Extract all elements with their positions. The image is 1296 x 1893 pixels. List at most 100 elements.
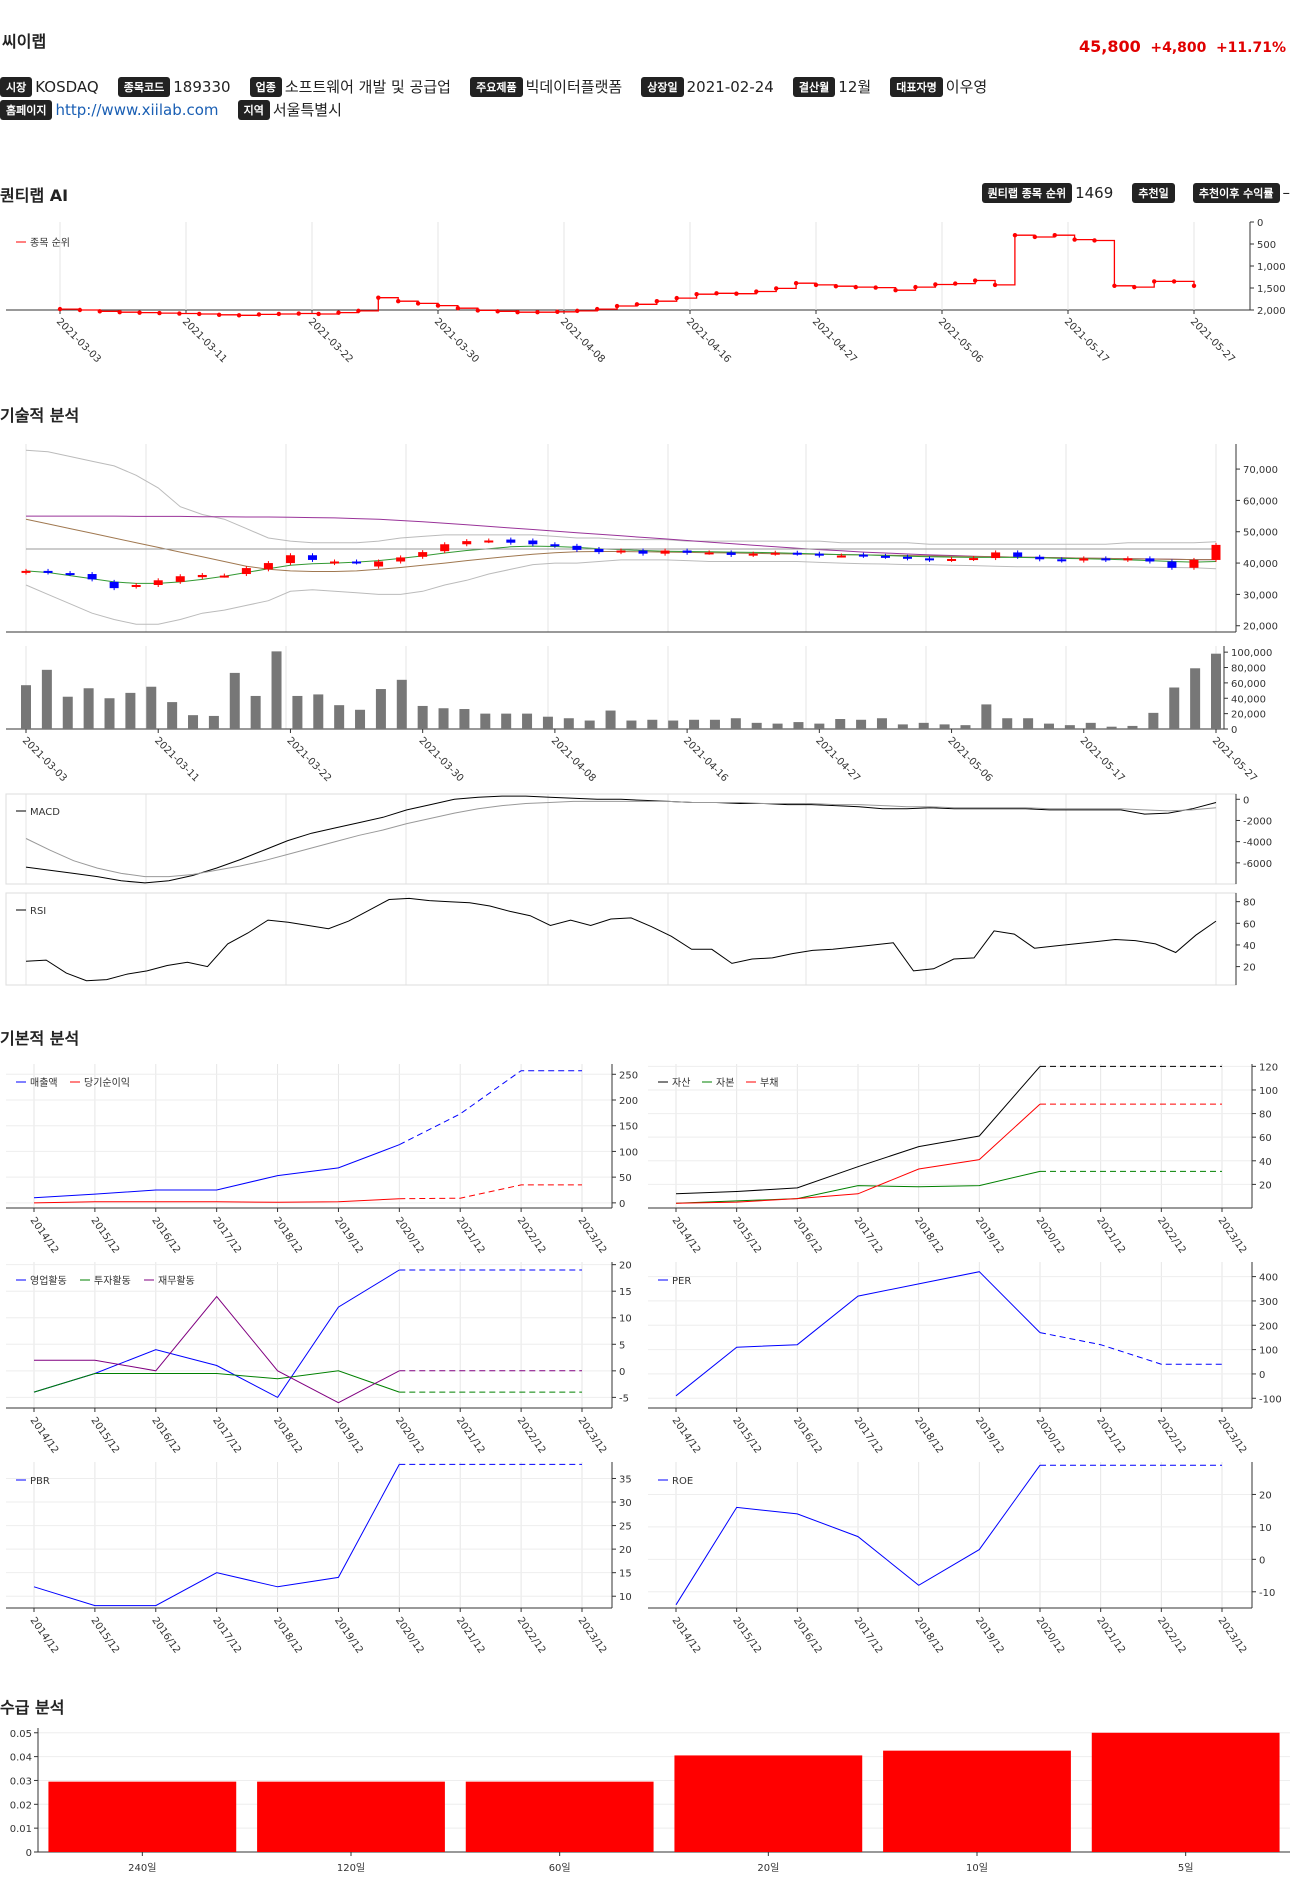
candle-body <box>660 550 670 554</box>
candle-body <box>131 585 141 587</box>
cashflow-chart: -5 0 5 10 15 20 2014/12 2015/12 2016/12 2017/12 20… <box>6 1261 632 1456</box>
series-매출액-projection <box>399 1070 582 1146</box>
y-tick-label: 25 <box>619 1522 632 1533</box>
volume-bar <box>334 705 345 729</box>
candle-body <box>241 568 251 575</box>
y-tick-label: 0 <box>1259 1555 1265 1566</box>
x-tick-label: 2020/12 <box>1034 1615 1067 1655</box>
rank-point <box>97 309 102 314</box>
volume-bar <box>939 724 950 729</box>
y-tick-label: 0.04 <box>10 1753 32 1764</box>
series-당기순이익 <box>33 1198 400 1204</box>
rec-return-label: 추천이후 수익률 <box>1192 182 1280 203</box>
volume-bar <box>876 718 887 729</box>
volume-bar <box>417 705 428 729</box>
x-tick-label: 2021-04-16 <box>681 735 730 784</box>
y-tick-label: 20 <box>1243 963 1256 974</box>
x-tick-label: 2014/12 <box>28 1415 61 1455</box>
candle-body <box>1079 558 1089 561</box>
x-tick-label: 2017/12 <box>210 1615 243 1655</box>
x-tick-label: 2021-05-06 <box>945 735 994 784</box>
rank-point <box>1191 283 1197 288</box>
y-tick-label: 20 <box>619 1545 632 1556</box>
volume-bar <box>292 695 303 729</box>
x-tick-label: 2014/12 <box>670 1615 703 1655</box>
rank-point <box>77 307 83 313</box>
rank-point <box>833 284 839 289</box>
y-tick-label: 0 <box>619 1367 625 1378</box>
x-tick-label: 2016/12 <box>791 1415 824 1455</box>
volume-bar <box>1169 687 1180 729</box>
x-tick-label: 2021-04-08 <box>558 316 607 365</box>
x-tick-label: 2017/12 <box>852 1615 885 1655</box>
y-tick-label: 60,000 <box>1231 679 1266 690</box>
volume-bar <box>41 669 52 729</box>
assets-chart: 20 40 60 80 100 120 2014/12 2015/12 2016/12 2017/… <box>648 1062 1278 1256</box>
rank-point <box>1072 237 1077 242</box>
volume-bar <box>1148 712 1159 729</box>
x-tick-label: 2021-03-22 <box>284 735 333 784</box>
volume-bar <box>856 719 867 729</box>
series-ROE <box>675 1464 1041 1606</box>
x-tick-label: 2021/12 <box>454 1615 487 1655</box>
y-tick-label: 200 <box>619 1096 638 1107</box>
rank-point <box>1132 284 1137 290</box>
y-tick-label: 50,000 <box>1243 528 1278 539</box>
x-tick-label: 2022/12 <box>515 1415 548 1455</box>
volume-bar <box>250 695 261 729</box>
rank-point <box>575 308 580 314</box>
volume-bar <box>104 698 115 729</box>
candle-body <box>991 552 1001 559</box>
rank-label: 퀀티랩 종목 순위 <box>981 182 1073 203</box>
candle-body <box>330 561 340 564</box>
x-tick-label: 2019/12 <box>973 1215 1006 1255</box>
volume-bar <box>1106 726 1117 729</box>
y-tick-label: 60,000 <box>1243 496 1278 507</box>
info-value-listing: 2021-02-24 <box>686 77 774 96</box>
macd-chart: -6000 -4000 -2000 0 MACD <box>5 793 1272 885</box>
rank-point <box>893 288 898 293</box>
x-tick-label: 2023/12 <box>576 1415 609 1455</box>
volume-bar <box>751 722 762 729</box>
candle-body <box>219 575 229 578</box>
y-tick-label: 0.03 <box>10 1776 32 1787</box>
y-tick-label: 250 <box>619 1070 638 1081</box>
quantlab-stats: 퀀티랩 종목 순위 1469 추천일 추천이후 수익률 – <box>981 182 1290 203</box>
x-tick-label: 2021-05-27 <box>1188 316 1237 365</box>
volume-bar <box>125 692 136 729</box>
info-label-market: 시장 <box>0 76 33 97</box>
candle-body <box>21 570 31 573</box>
price-line-lower <box>25 559 1217 625</box>
info-value-region: 서울특별시 <box>272 101 342 119</box>
volume-bar <box>21 685 31 729</box>
x-tick-label: 2019/12 <box>973 1415 1006 1455</box>
supply-bar <box>674 1755 863 1852</box>
candle-body <box>87 574 97 580</box>
rank-point <box>1152 279 1157 284</box>
x-tick-label: 2023/12 <box>1216 1415 1249 1455</box>
price-block: 45,800 +4,800 +11.71% <box>1079 37 1286 56</box>
x-tick-label: 2018/12 <box>912 1215 945 1255</box>
volume-bar <box>501 713 512 729</box>
rank-point <box>1012 233 1018 238</box>
x-tick-label: 2015/12 <box>88 1615 121 1655</box>
homepage-link[interactable]: http://www.xiilab.com <box>55 100 219 119</box>
x-tick-label: 2020/12 <box>1034 1415 1067 1455</box>
x-tick-label: 240일 <box>128 1862 156 1874</box>
price-change-pct: +11.71% <box>1215 40 1286 56</box>
x-tick-label: 2015/12 <box>730 1615 763 1655</box>
x-tick-label: 2022/12 <box>515 1615 548 1655</box>
candle-body <box>396 557 406 562</box>
volume-bar <box>897 724 908 729</box>
volume-bar <box>480 713 491 729</box>
volume-bar <box>208 715 219 729</box>
candle-body <box>484 540 494 543</box>
volume-bar <box>1064 725 1075 729</box>
y-tick-label: 30,000 <box>1243 590 1278 601</box>
rank-point <box>356 308 361 314</box>
series-재무활동 <box>34 1295 400 1404</box>
x-tick-label: 2015/12 <box>730 1215 763 1255</box>
x-tick-label: 2020/12 <box>393 1415 426 1455</box>
legend-label: RSI <box>30 906 46 917</box>
volume-bar <box>83 688 94 729</box>
